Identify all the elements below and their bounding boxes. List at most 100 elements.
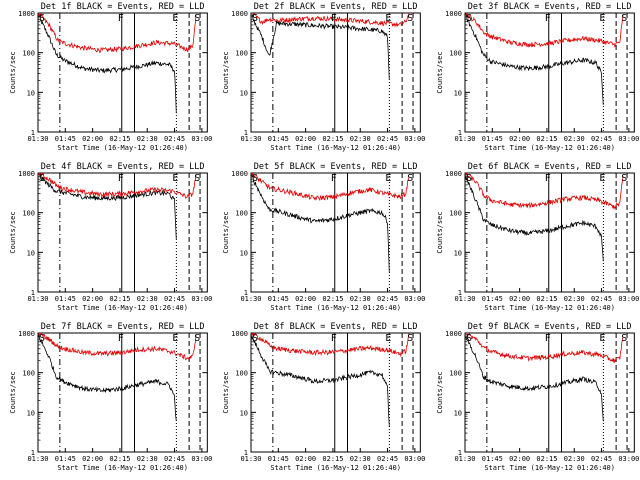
series-line-lld <box>251 333 410 358</box>
y-tick-label: 100 <box>22 370 35 378</box>
x-axis-label: Start Time (16-May-12 01:26:40) <box>271 464 402 472</box>
x-tick-label: 02:00 <box>295 295 316 303</box>
x-tick-label: 02:15 <box>536 295 557 303</box>
phase-marker-label: E <box>599 13 605 24</box>
series-line-events <box>464 13 604 105</box>
y-tick-label: 1 <box>244 289 248 297</box>
x-tick-label: 03:00 <box>618 135 639 143</box>
phase-marker-label: S <box>466 173 472 184</box>
x-tick-label: 02:15 <box>109 295 130 303</box>
x-axis-label: Start Time (16-May-12 01:26:40) <box>484 304 615 312</box>
x-tick-label: 02:30 <box>563 455 584 463</box>
series-line-lld <box>251 173 410 202</box>
series-line-events <box>38 14 177 114</box>
y-tick-label: 10 <box>240 409 248 417</box>
plot-frame <box>37 12 208 133</box>
phase-marker-label: S <box>621 173 627 184</box>
x-tick-label: 02:45 <box>591 295 612 303</box>
series-line-lld <box>38 173 197 199</box>
chart-title: Det 3f BLACK = Events, RED = LLD <box>467 2 631 12</box>
panel-det-1: Det 1f BLACK = Events, RED = LLD 1 10 100 10… <box>9 2 212 152</box>
panel-det-6: Det 6f BLACK = Events, RED = LLD 1 10 100 10… <box>436 162 639 312</box>
x-tick-label: 02:30 <box>350 135 371 143</box>
series-line-lld <box>465 333 624 364</box>
x-tick-label: 02:15 <box>109 135 130 143</box>
x-tick-label: 02:00 <box>509 295 530 303</box>
x-tick-label: 02:45 <box>377 455 398 463</box>
panel-det-4: Det 4f BLACK = Events, RED = LLD 1 10 100 10… <box>9 162 212 312</box>
y-axis-label: Counts/sec <box>436 51 444 93</box>
y-tick-label: 1 <box>244 129 248 137</box>
y-tick-label: 1000 <box>231 10 248 18</box>
phase-marker-label: S <box>194 333 200 344</box>
chart-title: Det 5f BLACK = Events, RED = LLD <box>254 162 418 172</box>
phase-marker-label: E <box>172 333 178 344</box>
y-tick-label: 100 <box>22 50 35 58</box>
series-line-lld <box>251 13 410 28</box>
phase-marker-label: E <box>172 173 178 184</box>
x-tick-label: 03:00 <box>618 455 639 463</box>
x-tick-label: 03:00 <box>618 295 639 303</box>
y-tick-label: 1 <box>457 129 461 137</box>
plot-frame <box>37 172 208 293</box>
x-tick-label: 01:45 <box>268 455 289 463</box>
x-tick-label: 01:30 <box>241 455 262 463</box>
chart-title: Det 2f BLACK = Events, RED = LLD <box>254 2 418 12</box>
x-tick-label: 01:30 <box>27 455 48 463</box>
y-tick-label: 10 <box>27 409 35 417</box>
x-tick-label: 01:30 <box>27 135 48 143</box>
panel-det-8: Det 8f BLACK = Events, RED = LLD 1 10 100 10… <box>222 322 425 472</box>
y-tick-label: 10 <box>240 249 248 257</box>
x-tick-label: 02:15 <box>536 135 557 143</box>
x-tick-label: 02:30 <box>563 295 584 303</box>
y-tick-label: 100 <box>236 370 249 378</box>
series-line-events <box>251 333 391 427</box>
phase-marker-label: S <box>621 333 627 344</box>
x-tick-label: 02:30 <box>350 295 371 303</box>
series-line-lld <box>38 333 197 361</box>
phase-marker-label: E <box>599 173 605 184</box>
x-tick-label: 02:30 <box>137 295 158 303</box>
series-line-events <box>251 173 391 273</box>
phase-marker-label: F <box>544 173 550 184</box>
y-tick-label: 100 <box>236 210 249 218</box>
y-tick-label: 1000 <box>445 170 462 178</box>
x-axis-label: Start Time (16-May-12 01:26:40) <box>57 304 188 312</box>
x-tick-label: 02:45 <box>591 455 612 463</box>
y-tick-label: 1000 <box>18 170 35 178</box>
y-axis-label: Counts/sec <box>9 371 17 413</box>
y-tick-label: 10 <box>453 89 461 97</box>
phase-marker-label: S <box>408 333 414 344</box>
y-tick-label: 1 <box>457 449 461 457</box>
plot-frame <box>464 172 635 293</box>
chart-title: Det 4f BLACK = Events, RED = LLD <box>41 162 205 172</box>
phase-marker-label: E <box>599 333 605 344</box>
phase-marker-label: S <box>194 173 200 184</box>
panel-det-3: Det 3f BLACK = Events, RED = LLD 1 10 100 10… <box>436 2 639 152</box>
x-tick-label: 02:45 <box>377 295 398 303</box>
x-tick-label: 02:15 <box>109 455 130 463</box>
x-axis-label: Start Time (16-May-12 01:26:40) <box>57 464 188 472</box>
x-tick-label: 01:30 <box>241 135 262 143</box>
x-axis-label: Start Time (16-May-12 01:26:40) <box>57 144 188 152</box>
x-tick-label: 02:15 <box>323 295 344 303</box>
y-tick-label: 10 <box>27 89 35 97</box>
phase-marker-label: S <box>194 13 200 24</box>
phase-marker-label: E <box>386 173 392 184</box>
y-tick-label: 1000 <box>231 330 248 338</box>
phase-marker-label: F <box>544 13 550 24</box>
phase-marker-label: S <box>408 173 414 184</box>
series-line-lld <box>464 173 624 211</box>
x-tick-label: 02:30 <box>563 135 584 143</box>
y-axis-label: Counts/sec <box>436 211 444 253</box>
phase-marker-label: S <box>39 13 45 24</box>
x-tick-label: 03:00 <box>191 455 212 463</box>
y-tick-label: 10 <box>27 249 35 257</box>
x-tick-label: 01:45 <box>268 295 289 303</box>
x-tick-label: 02:00 <box>509 455 530 463</box>
x-axis-label: Start Time (16-May-12 01:26:40) <box>271 144 402 152</box>
x-tick-label: 02:15 <box>323 455 344 463</box>
y-tick-label: 1 <box>31 289 35 297</box>
series-line-events <box>38 173 177 240</box>
